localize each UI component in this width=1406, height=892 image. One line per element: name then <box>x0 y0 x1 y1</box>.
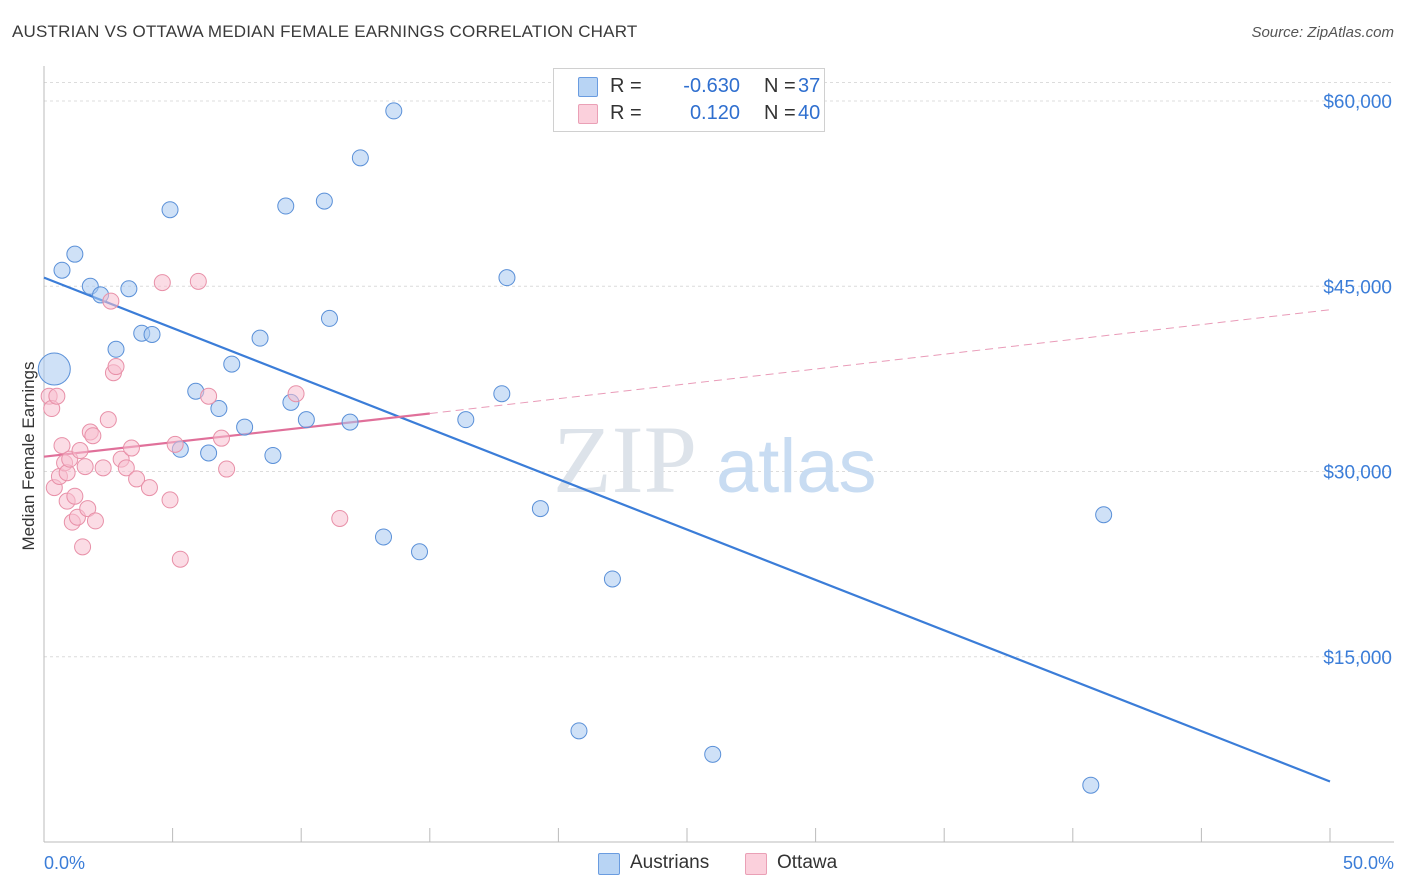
point-austrians <box>531 500 549 518</box>
point-ottawa <box>122 439 140 457</box>
austrians-n-text: 37 <box>798 75 821 97</box>
point-austrians <box>320 309 338 327</box>
austrians-r-value: -0.630 <box>683 75 740 97</box>
point-austrians <box>37 352 71 386</box>
point-austrians <box>66 245 84 263</box>
grid-lines <box>44 82 1394 658</box>
y-tick-labels: $15,000 $30,000 $45,000 $60,000 <box>1323 92 1392 669</box>
ottawa-legend-label: Ottawa <box>777 852 838 873</box>
point-austrians <box>107 340 125 358</box>
point-ottawa <box>171 550 189 568</box>
austrians-legend-label: Austrians <box>630 852 710 873</box>
point-ottawa <box>189 272 207 290</box>
austrians-swatch <box>578 77 598 97</box>
point-austrians <box>120 280 138 298</box>
y-tick-label: $45,000 <box>1323 277 1392 298</box>
point-austrians <box>53 261 71 279</box>
trend-lines <box>43 276 1331 783</box>
point-austrians <box>297 411 315 429</box>
point-ottawa <box>53 437 71 455</box>
r-label-2: R = <box>610 102 642 124</box>
point-austrians <box>251 329 269 347</box>
point-austrians <box>223 355 241 373</box>
point-ottawa <box>287 385 305 403</box>
point-austrians <box>341 413 359 431</box>
point-austrians <box>411 543 429 561</box>
trend-line-austrians <box>43 276 1331 783</box>
source-label: Source: ZipAtlas.com <box>1251 24 1394 41</box>
point-ottawa <box>218 460 236 478</box>
point-austrians <box>493 385 511 403</box>
point-austrians <box>351 149 369 167</box>
point-austrians <box>264 446 282 464</box>
y-tick-label: $15,000 <box>1323 648 1392 669</box>
point-austrians <box>315 192 333 210</box>
axes <box>43 66 1394 843</box>
r-label: R = <box>610 75 642 97</box>
point-ottawa <box>94 459 112 477</box>
y-tick-label: $60,000 <box>1323 92 1392 113</box>
point-austrians <box>236 418 254 436</box>
point-austrians <box>1082 776 1100 794</box>
point-austrians <box>457 411 475 429</box>
point-austrians <box>704 745 722 763</box>
point-ottawa <box>128 470 146 488</box>
ottawa-legend-swatch <box>745 853 767 875</box>
point-austrians <box>603 570 621 588</box>
point-austrians <box>210 400 228 418</box>
ottawa-r-value: 0.120 <box>689 102 740 124</box>
point-austrians <box>1095 506 1113 524</box>
x-tick-label: 0.0% <box>44 853 85 873</box>
point-ottawa <box>107 358 125 376</box>
n-label-2: N = <box>764 102 796 124</box>
point-austrians <box>385 102 403 120</box>
point-ottawa <box>86 512 104 530</box>
watermark-atlas: atlas <box>716 424 877 509</box>
point-ottawa <box>102 292 120 310</box>
point-ottawa <box>331 509 349 527</box>
point-austrians <box>143 325 161 343</box>
point-ottawa <box>71 442 89 460</box>
data-points <box>37 102 1113 794</box>
point-ottawa <box>166 435 184 453</box>
chart-title: AUSTRIAN VS OTTAWA MEDIAN FEMALE EARNING… <box>12 22 638 41</box>
point-austrians <box>161 201 179 219</box>
trend-extension-ottawa <box>429 309 1331 414</box>
x-tick-label: 50.0% <box>1343 853 1394 873</box>
point-ottawa <box>140 479 158 497</box>
ottawa-n-text: 40 <box>798 102 821 124</box>
point-ottawa <box>200 387 218 405</box>
watermark: ZIP atlas <box>553 406 877 513</box>
point-ottawa <box>48 387 66 405</box>
point-austrians <box>277 197 295 215</box>
point-ottawa <box>99 411 117 429</box>
point-ottawa <box>66 487 84 505</box>
point-austrians <box>375 528 393 546</box>
y-axis-label: Median Female Earnings <box>19 362 38 551</box>
point-ottawa <box>212 429 230 447</box>
point-ottawa <box>76 458 94 476</box>
point-austrians <box>498 269 516 287</box>
point-austrians <box>200 444 218 462</box>
point-austrians <box>570 722 588 740</box>
point-ottawa <box>153 274 171 292</box>
x-tick-labels: 0.0% 50.0% <box>44 853 1394 873</box>
point-ottawa <box>161 491 179 509</box>
n-label: N = <box>764 75 796 97</box>
point-ottawa <box>74 538 92 556</box>
trend-line-ottawa <box>43 412 430 458</box>
ottawa-swatch <box>578 104 598 124</box>
austrians-legend-swatch <box>598 853 620 875</box>
y-tick-label: $30,000 <box>1323 463 1392 484</box>
point-ottawa <box>79 500 97 518</box>
point-ottawa <box>117 459 135 477</box>
stats-legend: R = -0.630 N = 37 R = 0.120 N = 40 <box>553 68 825 132</box>
point-ottawa <box>84 427 102 445</box>
watermark-zip: ZIP <box>553 406 697 513</box>
